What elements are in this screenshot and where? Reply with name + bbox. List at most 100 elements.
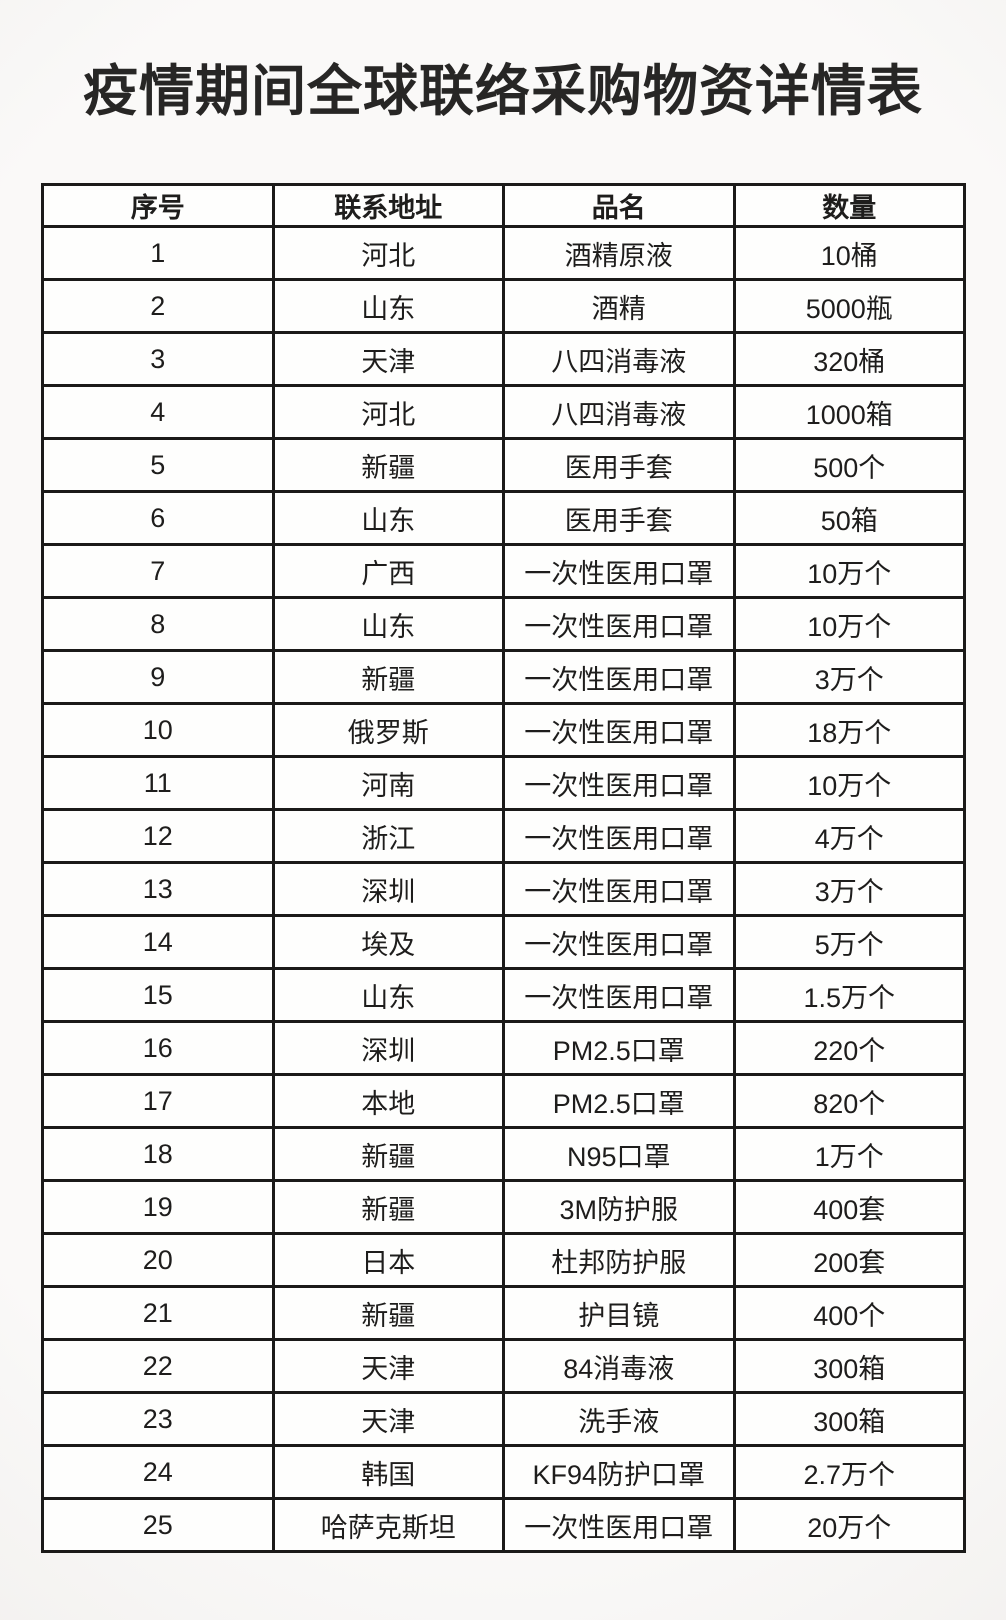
row-product-cell: 一次性医用口罩 bbox=[502, 596, 736, 652]
row-index-cell: 10 bbox=[41, 702, 275, 758]
row-index-cell: 6 bbox=[41, 490, 275, 546]
row-product-cell: 酒精 bbox=[502, 278, 736, 334]
row-quantity-cell: 1000箱 bbox=[732, 384, 966, 440]
row-quantity-cell: 320桶 bbox=[732, 331, 966, 387]
row-address-cell: 韩国 bbox=[271, 1444, 505, 1500]
row-product-cell: 酒精原液 bbox=[502, 225, 736, 281]
row-index-cell: 25 bbox=[41, 1497, 275, 1553]
table-row: 8 山东 一次性医用口罩 10万个 bbox=[41, 596, 966, 652]
row-product-cell: 3M防护服 bbox=[502, 1179, 736, 1235]
row-address-cell: 浙江 bbox=[271, 808, 505, 864]
table-row: 17 本地 PM2.5口罩 820个 bbox=[41, 1073, 966, 1129]
row-address-cell: 天津 bbox=[271, 331, 505, 387]
row-index-cell: 13 bbox=[41, 861, 275, 917]
row-index-cell: 22 bbox=[41, 1338, 275, 1394]
row-product-cell: 一次性医用口罩 bbox=[502, 914, 736, 970]
row-product-cell: 一次性医用口罩 bbox=[502, 808, 736, 864]
row-product-cell: 一次性医用口罩 bbox=[502, 967, 736, 1023]
row-index-cell: 2 bbox=[41, 278, 275, 334]
row-quantity-cell: 400个 bbox=[732, 1285, 966, 1341]
row-address-cell: 新疆 bbox=[271, 649, 505, 705]
row-address-cell: 哈萨克斯坦 bbox=[271, 1497, 505, 1553]
row-product-cell: 护目镜 bbox=[502, 1285, 736, 1341]
row-address-cell: 广西 bbox=[271, 543, 505, 599]
row-address-cell: 俄罗斯 bbox=[271, 702, 505, 758]
row-product-cell: N95口罩 bbox=[502, 1126, 736, 1182]
row-address-cell: 新疆 bbox=[271, 1179, 505, 1235]
row-quantity-cell: 10万个 bbox=[732, 543, 966, 599]
table-row: 2 山东 酒精 5000瓶 bbox=[41, 278, 966, 334]
table-row: 14 埃及 一次性医用口罩 5万个 bbox=[41, 914, 966, 970]
column-header-index: 序号 bbox=[41, 183, 275, 228]
row-address-cell: 本地 bbox=[271, 1073, 505, 1129]
row-address-cell: 埃及 bbox=[271, 914, 505, 970]
row-quantity-cell: 18万个 bbox=[732, 702, 966, 758]
row-address-cell: 日本 bbox=[271, 1232, 505, 1288]
table-row: 12 浙江 一次性医用口罩 4万个 bbox=[41, 808, 966, 864]
table-row: 20 日本 杜邦防护服 200套 bbox=[41, 1232, 966, 1288]
row-quantity-cell: 400套 bbox=[732, 1179, 966, 1235]
row-quantity-cell: 2.7万个 bbox=[732, 1444, 966, 1500]
table-row: 11 河南 一次性医用口罩 10万个 bbox=[41, 755, 966, 811]
row-product-cell: 一次性医用口罩 bbox=[502, 755, 736, 811]
row-product-cell: 84消毒液 bbox=[502, 1338, 736, 1394]
row-product-cell: 医用手套 bbox=[502, 490, 736, 546]
row-address-cell: 河北 bbox=[271, 384, 505, 440]
row-product-cell: PM2.5口罩 bbox=[502, 1020, 736, 1076]
row-index-cell: 9 bbox=[41, 649, 275, 705]
row-index-cell: 4 bbox=[41, 384, 275, 440]
row-index-cell: 3 bbox=[41, 331, 275, 387]
table-row: 13 深圳 一次性医用口罩 3万个 bbox=[41, 861, 966, 917]
row-index-cell: 24 bbox=[41, 1444, 275, 1500]
row-quantity-cell: 5000瓶 bbox=[732, 278, 966, 334]
row-index-cell: 16 bbox=[41, 1020, 275, 1076]
row-address-cell: 河北 bbox=[271, 225, 505, 281]
row-quantity-cell: 20万个 bbox=[732, 1497, 966, 1553]
row-address-cell: 天津 bbox=[271, 1338, 505, 1394]
row-quantity-cell: 820个 bbox=[732, 1073, 966, 1129]
row-product-cell: 一次性医用口罩 bbox=[502, 649, 736, 705]
row-index-cell: 21 bbox=[41, 1285, 275, 1341]
column-header-quantity: 数量 bbox=[732, 183, 966, 228]
row-address-cell: 山东 bbox=[271, 490, 505, 546]
row-product-cell: 八四消毒液 bbox=[502, 331, 736, 387]
row-product-cell: 一次性医用口罩 bbox=[502, 1497, 736, 1553]
table-row: 19 新疆 3M防护服 400套 bbox=[41, 1179, 966, 1235]
row-product-cell: PM2.5口罩 bbox=[502, 1073, 736, 1129]
row-address-cell: 新疆 bbox=[271, 1126, 505, 1182]
table-row: 7 广西 一次性医用口罩 10万个 bbox=[41, 543, 966, 599]
row-address-cell: 山东 bbox=[271, 278, 505, 334]
row-product-cell: 八四消毒液 bbox=[502, 384, 736, 440]
table-row: 15 山东 一次性医用口罩 1.5万个 bbox=[41, 967, 966, 1023]
row-product-cell: 医用手套 bbox=[502, 437, 736, 493]
row-index-cell: 5 bbox=[41, 437, 275, 493]
row-quantity-cell: 500个 bbox=[732, 437, 966, 493]
row-index-cell: 15 bbox=[41, 967, 275, 1023]
row-index-cell: 12 bbox=[41, 808, 275, 864]
row-address-cell: 河南 bbox=[271, 755, 505, 811]
procurement-table: 序号 联系地址 品名 数量 1 河北 酒精原液 10桶 2 山东 酒精 5000瓶 3 天津 八四消… bbox=[41, 183, 966, 1553]
row-index-cell: 7 bbox=[41, 543, 275, 599]
table-row: 21 新疆 护目镜 400个 bbox=[41, 1285, 966, 1341]
row-address-cell: 新疆 bbox=[271, 437, 505, 493]
table-row: 25 哈萨克斯坦 一次性医用口罩 20万个 bbox=[41, 1497, 966, 1553]
row-quantity-cell: 300箱 bbox=[732, 1338, 966, 1394]
row-quantity-cell: 5万个 bbox=[732, 914, 966, 970]
row-address-cell: 山东 bbox=[271, 967, 505, 1023]
column-header-product: 品名 bbox=[502, 183, 736, 228]
row-index-cell: 17 bbox=[41, 1073, 275, 1129]
row-quantity-cell: 10桶 bbox=[732, 225, 966, 281]
row-product-cell: 一次性医用口罩 bbox=[502, 861, 736, 917]
row-product-cell: 杜邦防护服 bbox=[502, 1232, 736, 1288]
table-row: 9 新疆 一次性医用口罩 3万个 bbox=[41, 649, 966, 705]
row-index-cell: 14 bbox=[41, 914, 275, 970]
row-quantity-cell: 1.5万个 bbox=[732, 967, 966, 1023]
table-row: 24 韩国 KF94防护口罩 2.7万个 bbox=[41, 1444, 966, 1500]
row-product-cell: 一次性医用口罩 bbox=[502, 702, 736, 758]
row-address-cell: 新疆 bbox=[271, 1285, 505, 1341]
row-product-cell: 一次性医用口罩 bbox=[502, 543, 736, 599]
table-body: 1 河北 酒精原液 10桶 2 山东 酒精 5000瓶 3 天津 八四消毒液 320桶 4 河北 八四消毒液… bbox=[41, 225, 966, 1553]
table-row: 16 深圳 PM2.5口罩 220个 bbox=[41, 1020, 966, 1076]
row-quantity-cell: 3万个 bbox=[732, 861, 966, 917]
table-row: 18 新疆 N95口罩 1万个 bbox=[41, 1126, 966, 1182]
